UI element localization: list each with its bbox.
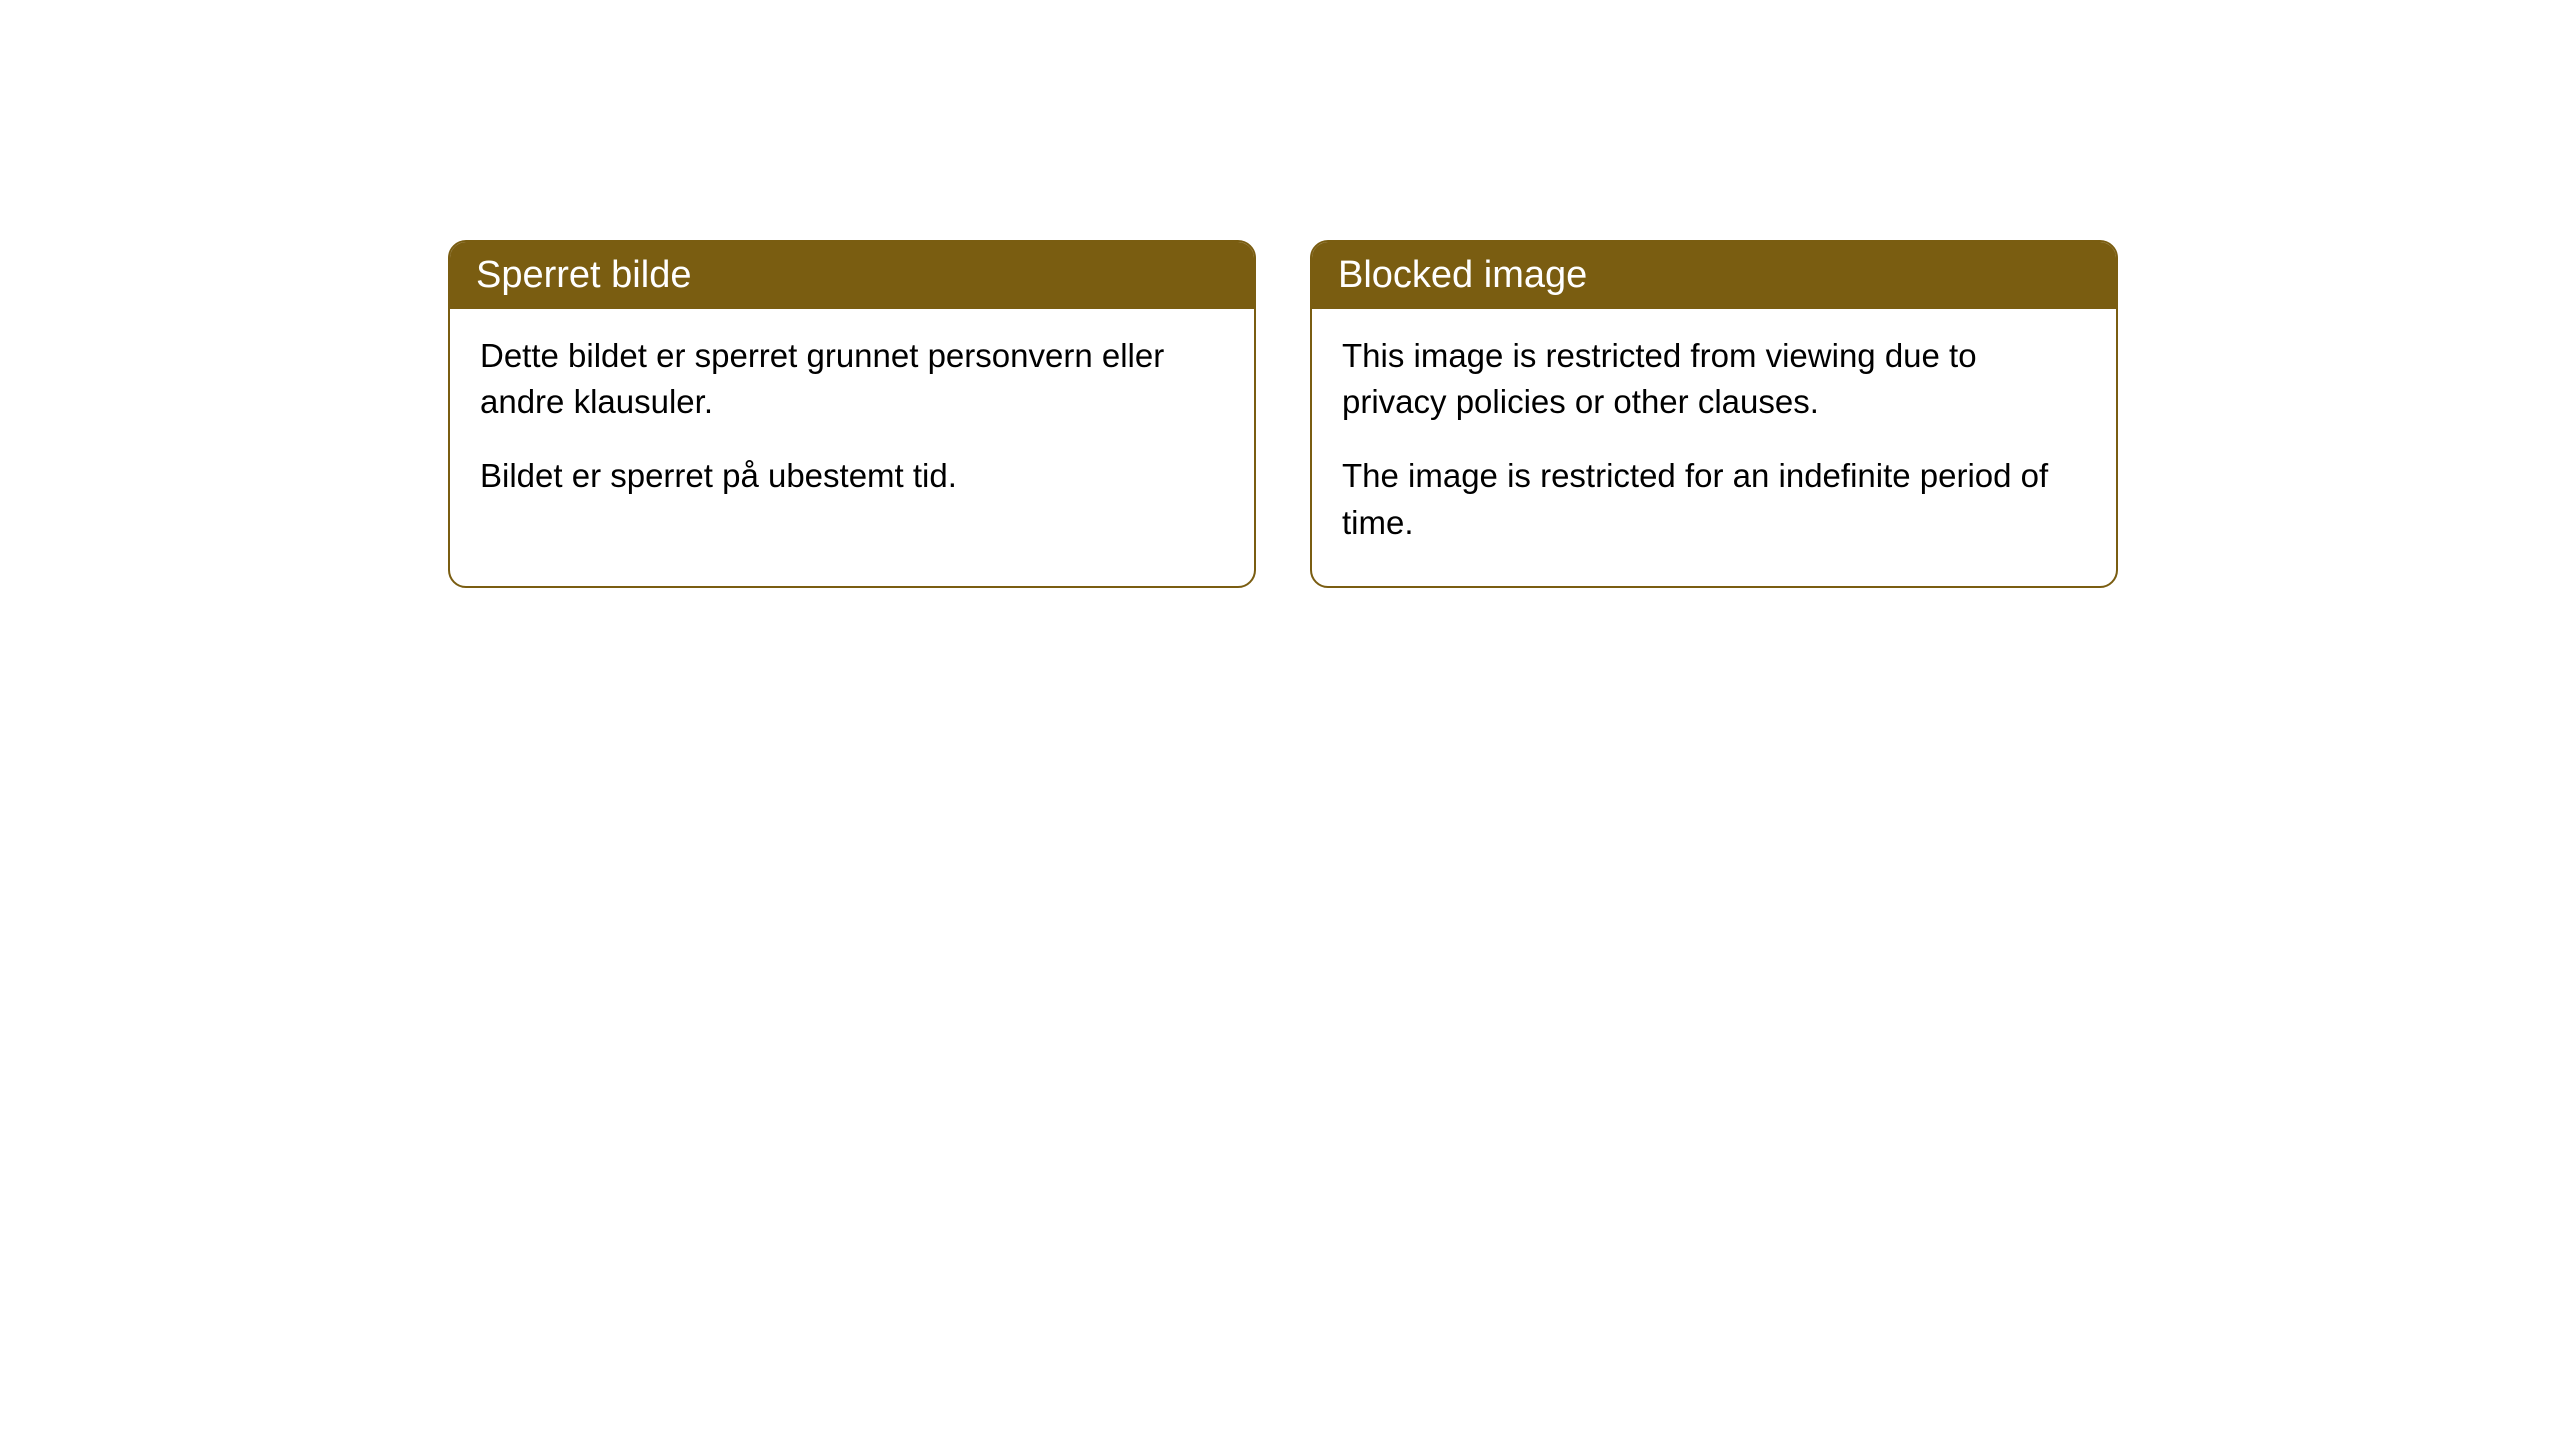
- blocked-image-card-norwegian: Sperret bilde Dette bildet er sperret gr…: [448, 240, 1256, 588]
- card-header-english: Blocked image: [1312, 242, 2116, 309]
- card-title: Blocked image: [1338, 254, 1587, 296]
- card-body-english: This image is restricted from viewing du…: [1312, 309, 2116, 586]
- card-paragraph-1: Dette bildet er sperret grunnet personve…: [480, 333, 1224, 425]
- card-paragraph-2: Bildet er sperret på ubestemt tid.: [480, 453, 1224, 499]
- card-paragraph-2: The image is restricted for an indefinit…: [1342, 453, 2086, 545]
- notice-cards-container: Sperret bilde Dette bildet er sperret gr…: [448, 240, 2118, 588]
- card-paragraph-1: This image is restricted from viewing du…: [1342, 333, 2086, 425]
- card-title: Sperret bilde: [476, 254, 691, 296]
- blocked-image-card-english: Blocked image This image is restricted f…: [1310, 240, 2118, 588]
- card-header-norwegian: Sperret bilde: [450, 242, 1254, 309]
- card-body-norwegian: Dette bildet er sperret grunnet personve…: [450, 309, 1254, 540]
